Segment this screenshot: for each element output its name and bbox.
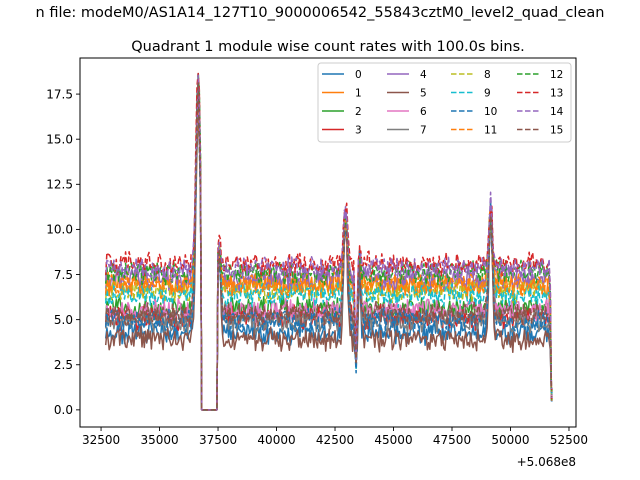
legend-label-8: 8 xyxy=(484,69,491,81)
x-tick-label: 32500 xyxy=(82,433,120,447)
x-tick-label: 40000 xyxy=(257,433,295,447)
series-line-15 xyxy=(104,82,553,411)
y-tick-label: 17.5 xyxy=(46,87,73,101)
x-tick-label: 35000 xyxy=(140,433,178,447)
series-line-12 xyxy=(104,71,553,411)
x-axis-offset-label: +5.068e8 xyxy=(517,455,576,469)
chart-title: Quadrant 1 module wise count rates with … xyxy=(131,39,525,55)
y-axis-ticks: 0.0 2.5 5.0 7.5 10.0 12.5 15.0 17.5 xyxy=(46,87,80,417)
x-tick-label: 45000 xyxy=(374,433,412,447)
y-tick-label: 12.5 xyxy=(46,178,73,192)
legend-label-7: 7 xyxy=(420,125,427,137)
series-line-10 xyxy=(104,88,553,411)
legend-label-5: 5 xyxy=(420,88,427,100)
plot-area xyxy=(104,71,553,411)
legend-label-12: 12 xyxy=(550,69,563,81)
y-tick-label: 2.5 xyxy=(54,358,73,372)
x-tick-label: 50000 xyxy=(491,433,529,447)
chart-suptitle: n file: modeM0/AS1A14_127T10_9000006542_… xyxy=(36,5,605,21)
legend-label-14: 14 xyxy=(550,106,564,118)
y-tick-label: 10.0 xyxy=(46,223,73,237)
y-tick-label: 7.5 xyxy=(54,268,73,282)
legend-box xyxy=(317,62,572,143)
x-tick-label: 52500 xyxy=(550,433,588,447)
x-tick-label: 42500 xyxy=(316,433,354,447)
legend-label-9: 9 xyxy=(484,88,491,100)
legend-label-1: 1 xyxy=(355,88,362,100)
x-axis-ticks: 32500 35000 37500 40000 42500 45000 47500 50000… xyxy=(82,427,588,447)
series-line-9 xyxy=(104,72,553,411)
y-tick-label: 15.0 xyxy=(46,132,73,146)
series-line-14 xyxy=(104,74,553,411)
series-line-2 xyxy=(104,103,553,411)
legend-label-13: 13 xyxy=(550,88,563,100)
y-tick-label: 0.0 xyxy=(54,403,73,417)
legend-label-11: 11 xyxy=(484,125,497,137)
legend-label-10: 10 xyxy=(484,106,497,118)
series-line-3 xyxy=(104,97,553,411)
legend-label-2: 2 xyxy=(355,106,362,118)
series-line-7 xyxy=(104,100,553,411)
legend-label-4: 4 xyxy=(420,69,427,81)
y-tick-label: 5.0 xyxy=(54,313,73,327)
legend-label-6: 6 xyxy=(420,106,427,118)
series-line-11 xyxy=(104,79,553,411)
axes-frame xyxy=(79,57,577,428)
series-line-13 xyxy=(104,72,553,411)
series-line-5 xyxy=(104,118,553,411)
legend-label-15: 15 xyxy=(550,125,563,137)
x-tick-label: 47500 xyxy=(433,433,471,447)
series-line-6 xyxy=(104,102,553,411)
x-tick-label: 37500 xyxy=(199,433,237,447)
legend-label-0: 0 xyxy=(355,69,362,81)
legend-label-3: 3 xyxy=(355,125,362,137)
